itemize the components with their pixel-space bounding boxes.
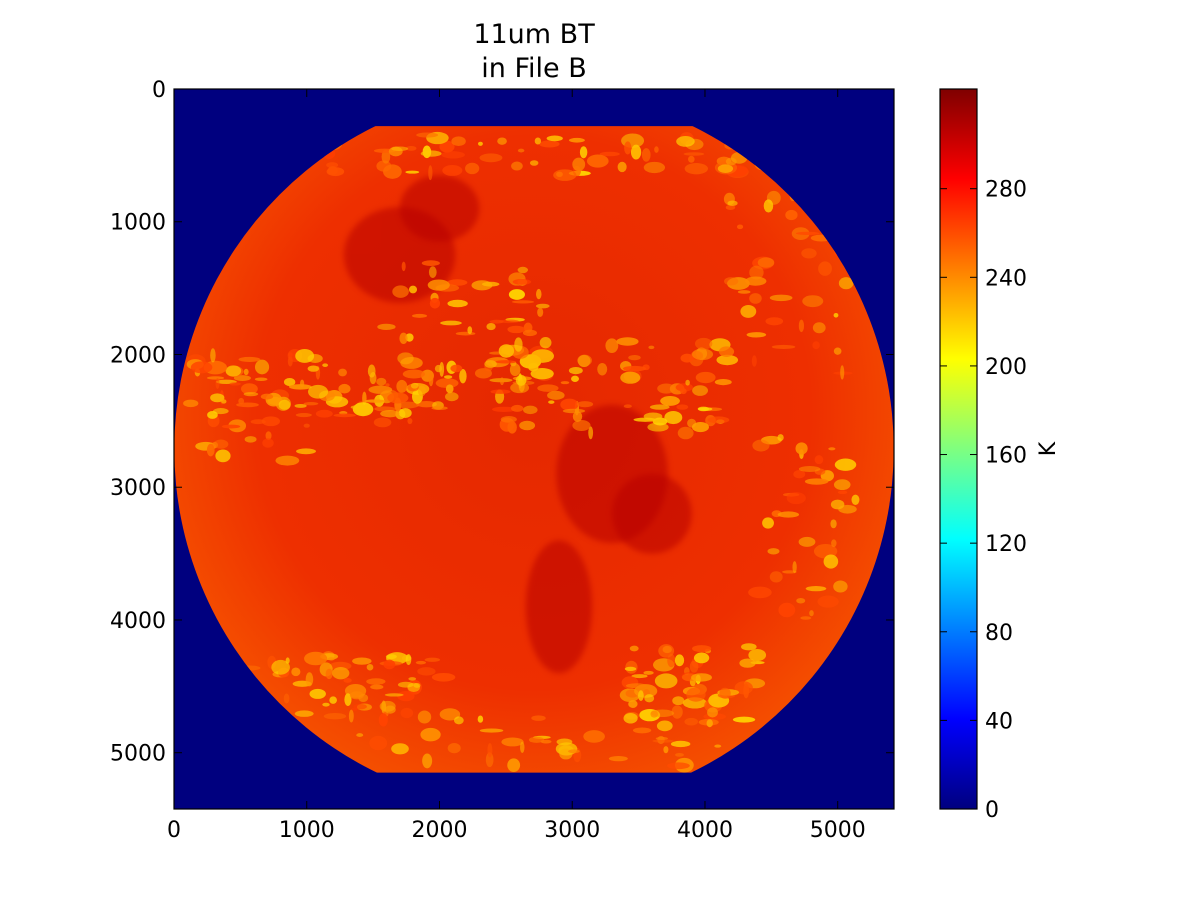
x-tick-label: 5000 [810, 818, 866, 843]
colorbar-tick-label: 160 [985, 444, 1027, 469]
x-tick-label: 4000 [677, 818, 733, 843]
y-tick-label: 0 [152, 78, 166, 103]
chart-title: 11um BT in File B [473, 19, 595, 84]
colorbar-tick-label: 240 [985, 266, 1027, 291]
y-tick-label: 1000 [110, 211, 166, 236]
colorbar: 0 40 80 120 160 200 240 280 K [939, 88, 1061, 823]
title-line-2: in File B [481, 53, 586, 84]
colorbar-tick-label: 200 [985, 355, 1027, 380]
colorbar-tick-label: 120 [985, 532, 1027, 557]
x-tick-label: 2000 [411, 818, 467, 843]
colorbar-tick-label: 80 [985, 621, 1013, 646]
x-tick-label: 1000 [279, 818, 335, 843]
title-line-1: 11um BT [473, 19, 595, 50]
y-tick-label: 2000 [110, 343, 166, 368]
x-tick-label: 0 [167, 818, 181, 843]
earth-disk [174, 126, 894, 773]
cloud-texture [174, 129, 860, 773]
colorbar-label: K [1036, 441, 1061, 456]
y-tick-label: 3000 [110, 476, 166, 501]
x-axis: 0 1000 2000 3000 4000 5000 [167, 89, 866, 843]
earth-disk-surface [174, 126, 894, 773]
colorbar-tick-label: 0 [985, 798, 999, 823]
plot-frame [173, 88, 895, 810]
x-tick-label: 3000 [544, 818, 600, 843]
colorbar-tick-label: 280 [985, 178, 1027, 203]
y-tick-label: 5000 [110, 742, 166, 767]
colorbar-ticks: 0 40 80 120 160 200 240 280 [940, 178, 1027, 823]
colorbar-body [939, 88, 978, 810]
heatmap-image [174, 89, 894, 809]
y-axis: 0 1000 2000 3000 4000 5000 [110, 78, 894, 767]
y-tick-label: 4000 [110, 609, 166, 634]
colorbar-tick-label: 40 [985, 709, 1013, 734]
